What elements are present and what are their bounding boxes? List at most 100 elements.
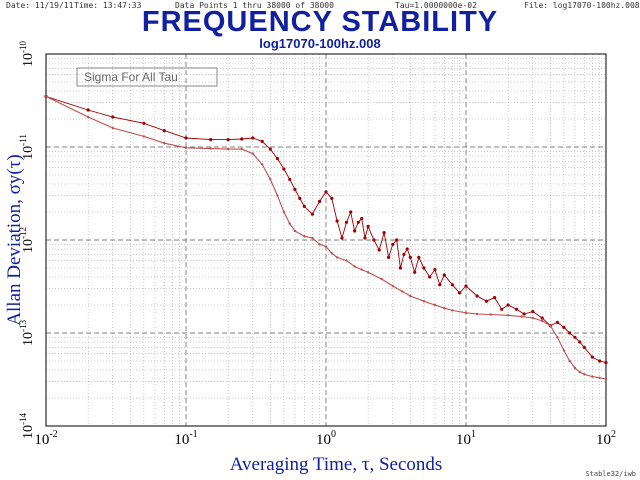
series-1-point — [598, 359, 602, 363]
x-tick-label: 10-2 — [34, 429, 57, 448]
series-2-point — [475, 312, 479, 316]
series-1-point — [268, 147, 272, 151]
series-1-point — [226, 138, 230, 142]
series-1-point — [387, 255, 391, 259]
annotation-sigma-for-all-tau: Sigma For All Tau — [84, 70, 178, 84]
series-2-point — [276, 194, 279, 197]
series-2-point — [184, 146, 188, 149]
series-1-point — [458, 291, 462, 295]
series-1-point — [111, 115, 115, 119]
series-2-point — [451, 309, 454, 312]
series-1-point — [413, 270, 417, 274]
annotation-box — [76, 67, 218, 87]
series-2-point — [311, 236, 314, 240]
series-1-point — [555, 320, 560, 324]
series-1-point — [408, 255, 412, 259]
series-1-point — [531, 310, 535, 314]
series-2-point — [422, 300, 426, 303]
series-1-point — [251, 136, 255, 140]
series-1-point — [344, 220, 349, 224]
header-file: File: log17070-100hz.008 — [524, 1, 640, 10]
series-2-point — [240, 147, 243, 151]
series-2-point — [288, 222, 291, 225]
series-1-point — [428, 275, 432, 279]
series-1-point — [438, 283, 442, 287]
series-1-point — [540, 316, 544, 320]
series-2-point — [549, 324, 552, 327]
series-1-point — [298, 196, 302, 200]
series-2-point — [366, 271, 370, 274]
series-2-point — [562, 349, 566, 352]
series-2-point — [269, 178, 272, 181]
series-2-point — [409, 294, 412, 298]
series-2-point — [391, 284, 394, 288]
series-1-point — [417, 255, 421, 259]
series-2-point — [604, 377, 608, 381]
series-1-point — [260, 139, 264, 143]
series-2-point — [261, 163, 264, 166]
series-1-point — [275, 157, 279, 161]
series-2-point — [578, 370, 581, 374]
series-2-point — [556, 336, 559, 339]
x-axis-label: Averaging Time, τ, Seconds — [230, 454, 443, 475]
series-2-point — [226, 147, 230, 151]
series-2-point — [464, 311, 468, 314]
series-1-point — [398, 266, 402, 270]
series-2-point — [163, 142, 166, 145]
series-1-point — [318, 199, 322, 203]
series-2-point — [209, 147, 212, 150]
x-tick-label: 100 — [316, 429, 336, 448]
series-1-point — [395, 238, 399, 242]
series-1-point — [573, 335, 577, 339]
series-1-point — [475, 294, 479, 298]
x-tick-label: 102 — [596, 429, 616, 448]
series-1-point — [562, 325, 566, 329]
series-2-point — [573, 366, 577, 370]
series-1-point — [302, 204, 306, 208]
plot-frame — [45, 53, 607, 427]
series-1-point — [209, 138, 213, 142]
series-2-point — [598, 376, 601, 379]
series-2-point — [506, 314, 510, 317]
header-date: Date: 11/19/11 — [6, 1, 74, 10]
series-1-point — [405, 247, 409, 251]
series-2-point — [380, 277, 383, 281]
series-1-point — [568, 331, 572, 335]
y-tick-label: 10-14 — [18, 413, 36, 439]
series-1-point — [310, 212, 314, 216]
series-2-point — [111, 126, 115, 130]
software-credit: Stable32/iwb — [585, 470, 636, 478]
series-1-point — [360, 217, 364, 221]
header-tau: Tau=1.0000000e-02 — [395, 1, 477, 10]
series-1-point — [506, 303, 510, 307]
series-1-point — [590, 355, 595, 359]
series-1-point — [433, 268, 437, 272]
series-1-point — [464, 284, 468, 288]
series-1-point — [484, 299, 489, 303]
series-2-point — [443, 307, 446, 310]
series-1-point — [162, 129, 166, 133]
series-1-point — [184, 136, 188, 140]
series-2-point — [531, 316, 534, 320]
series-2-point — [303, 235, 306, 238]
series-2-point — [433, 303, 437, 307]
series-1-point — [240, 137, 244, 141]
series-2-point — [293, 229, 297, 233]
series-1-point — [282, 167, 286, 171]
series-1-point — [86, 108, 90, 112]
series-1-point — [363, 236, 367, 240]
chart-title: FREQUENCY STABILITY — [141, 6, 499, 38]
series-1-point — [604, 361, 608, 365]
series-1-point — [391, 242, 395, 246]
series-2-point — [401, 290, 404, 293]
series-1-point — [450, 283, 454, 287]
series-1-point — [582, 345, 586, 349]
series-1-point — [356, 220, 360, 224]
series-2-point — [318, 243, 321, 246]
series-2-point — [591, 375, 594, 378]
series-2-point — [330, 252, 333, 255]
series-1-point — [402, 252, 406, 256]
series-2-point — [142, 135, 146, 138]
series-1-point — [142, 121, 146, 125]
